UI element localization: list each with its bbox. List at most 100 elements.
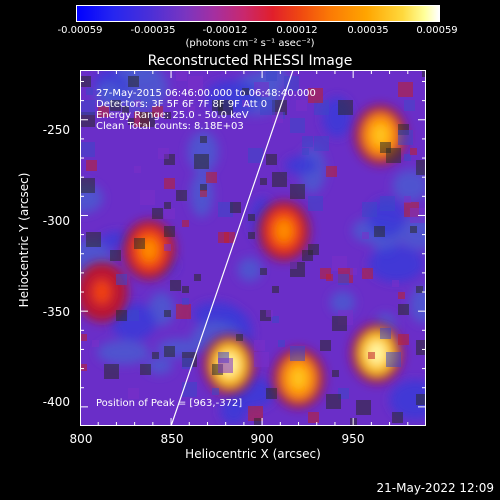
heatmap-pixel	[278, 340, 285, 347]
heatmap-pixel	[254, 94, 261, 101]
cold-region	[237, 257, 262, 282]
heatmap-pixel	[80, 178, 95, 193]
heatmap-pixel	[140, 112, 155, 127]
heatmap-pixel	[404, 100, 415, 111]
x-axis-label: Heliocentric X (arcsec)	[185, 447, 321, 461]
heatmap-pixel	[332, 370, 339, 377]
heatmap-pixel	[260, 178, 267, 185]
heatmap-pixel	[164, 112, 171, 119]
heatmap-pixel	[80, 334, 87, 341]
heatmap-pixel	[302, 136, 313, 147]
heatmap-pixel	[110, 100, 121, 111]
heatmap-pixel	[386, 352, 401, 367]
heatmap-pixel	[332, 256, 347, 271]
colorbar-tick: 0.00059	[416, 25, 458, 36]
heatmap-pixel	[410, 148, 417, 155]
heatmap-pixel	[266, 388, 277, 399]
heatmap-pixel	[128, 118, 135, 125]
cold-region	[97, 340, 150, 365]
heatmap-pixel	[80, 364, 87, 371]
heatmap-pixel	[182, 298, 189, 305]
cold-region	[389, 380, 426, 420]
heatmap-pixel	[398, 334, 409, 345]
heatmap-pixel	[320, 340, 331, 351]
heatmap-pixel	[152, 106, 163, 117]
hot-region-core	[289, 366, 308, 391]
hot-region-core	[92, 280, 111, 305]
heatmap-pixel	[308, 412, 319, 423]
heatmap-pixel	[332, 316, 347, 331]
heatmap-pixel	[398, 82, 413, 97]
hot-region-core	[367, 341, 386, 366]
heatmap-pixel	[140, 190, 155, 205]
heatmap-pixel	[134, 238, 145, 249]
x-tick-label: 950	[341, 432, 365, 446]
heatmap-pixel	[188, 76, 203, 91]
heatmap-pixel	[92, 340, 99, 347]
colorbar-tick: 0.00012	[276, 25, 318, 36]
annotation-detectors: Detectors: 3F 5F 6F 7F 8F 9F Att 0	[96, 99, 268, 110]
heatmap-pixel	[302, 148, 309, 155]
heatmap-pixel	[134, 166, 141, 173]
heatmap-pixel	[194, 274, 201, 281]
heatmap-pixel	[290, 118, 305, 133]
heatmap-pixel	[266, 154, 277, 165]
y-axis-label: Heliocentric Y (arcsec)	[17, 172, 31, 308]
heatmap-pixel	[200, 136, 207, 143]
heatmap-pixel	[80, 142, 95, 157]
heatmap-pixel	[98, 106, 109, 117]
heatmap-pixel	[128, 388, 139, 399]
timestamp: 21-May-2022 12:09	[376, 481, 494, 495]
heatmap-pixel	[236, 334, 243, 341]
heatmap-pixel	[158, 148, 169, 159]
heatmap-pixel	[224, 232, 235, 243]
heatmap-pixel	[164, 178, 175, 189]
heatmap-pixel	[218, 232, 229, 243]
heatmap-pixel	[122, 106, 129, 113]
heatmap-pixel	[272, 316, 279, 323]
heatmap-pixel	[416, 286, 423, 293]
heatmap-pixel	[110, 250, 121, 261]
heatmap-pixel	[104, 364, 119, 379]
solar-limb-line	[170, 70, 294, 426]
heatmap-pixel	[164, 244, 171, 251]
heatmap-pixel	[314, 100, 329, 115]
heatmap-pixel	[176, 304, 191, 319]
heatmap-pixel	[272, 286, 279, 293]
heatmap-pixel	[290, 184, 305, 199]
heatmap-pixel	[212, 388, 219, 395]
heatmap-pixel	[242, 100, 249, 107]
heatmap-pixel	[128, 310, 139, 321]
heatmap-pixel	[182, 358, 193, 369]
heatmap-pixel	[182, 220, 189, 227]
cold-region	[409, 285, 426, 324]
colorbar-tick: -0.00059	[57, 25, 103, 36]
cold-region	[284, 156, 318, 175]
heatmap-pixel	[212, 100, 223, 111]
y-tick-label: -250	[42, 123, 70, 137]
hot-region-core	[274, 218, 293, 243]
heatmap-pixel	[410, 226, 417, 233]
heatmap-plot	[80, 70, 426, 426]
heatmap-pixel	[362, 202, 377, 217]
heatmap-pixel	[326, 394, 341, 409]
heatmap-pixel	[80, 76, 91, 87]
heatmap-pixel	[242, 88, 249, 95]
heatmap-pixel	[140, 364, 151, 375]
heatmap-pixel	[86, 88, 93, 95]
heatmap-pixel	[254, 352, 269, 367]
heatmap-pixel	[272, 100, 287, 115]
heatmap-pixel	[404, 154, 411, 161]
heatmap-pixel	[380, 196, 395, 211]
heatmap-pixel	[260, 310, 271, 321]
heatmap-pixel	[422, 70, 426, 77]
heatmap-pixel	[308, 196, 323, 211]
x-tick-label: 800	[69, 432, 93, 446]
x-tick-label: 900	[250, 432, 274, 446]
colorbar-tick: 0.00035	[347, 25, 389, 36]
heatmap-pixel	[356, 400, 371, 415]
y-tick-label: -400	[42, 395, 70, 409]
cold-region	[330, 290, 356, 314]
heatmap-pixel	[290, 262, 297, 269]
heatmap-pixel	[182, 286, 189, 293]
